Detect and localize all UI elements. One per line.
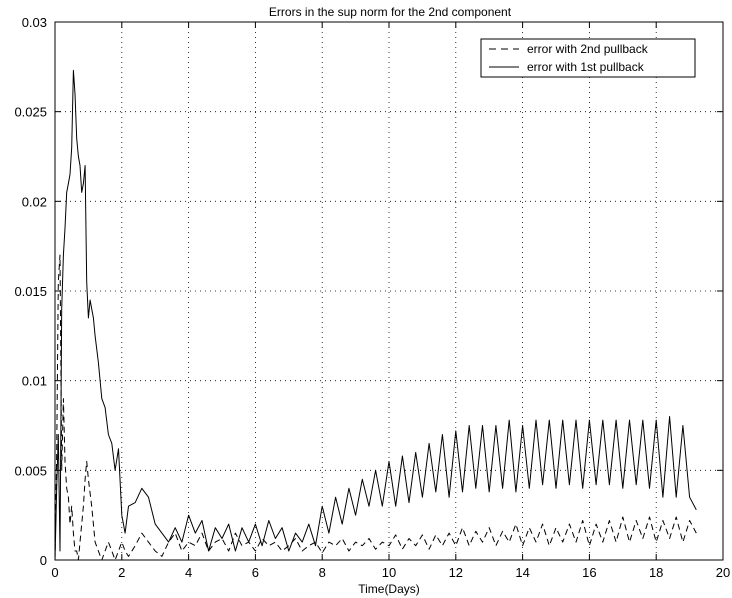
y-tick-label: 0.015 [14,284,47,299]
axis-ticks [54,21,724,561]
chart-title: Errors in the sup norm for the 2nd compo… [269,5,512,19]
x-tick-label: 12 [449,565,463,580]
x-tick-label: 8 [319,565,326,580]
legend-label-1st-pullback: error with 1st pullback [527,60,645,74]
x-tick-label: 4 [185,565,192,580]
series-lines [54,69,697,561]
x-axis-label: Time(Days) [358,582,420,596]
x-tick-label: 2 [118,565,125,580]
x-tick-label: 0 [51,565,58,580]
x-tick-label: 6 [252,565,259,580]
x-tick-label: 14 [515,565,529,580]
legend: error with 2nd pullback error with 1st p… [480,38,696,78]
y-tick-label: 0 [40,553,47,568]
y-tick-label: 0.01 [22,374,47,389]
series-line-1st-pullback [54,69,697,561]
series-line-2nd-pullback [54,254,697,561]
y-tick-label: 0.005 [14,463,47,478]
y-tick-label: 0.02 [22,194,47,209]
y-tick-label: 0.025 [14,105,47,120]
x-tick-label: 18 [649,565,663,580]
tick-labels: 0 2 4 6 8 10 12 14 16 18 20 0 0.005 0.01 0.015 0.02 0.02… [14,15,730,580]
x-tick-label: 10 [382,565,396,580]
x-tick-label: 20 [716,565,730,580]
x-tick-label: 16 [582,565,596,580]
grid-lines [55,22,723,560]
legend-label-2nd-pullback: error with 2nd pullback [527,42,649,56]
legend-box [480,38,696,78]
y-tick-label: 0.03 [22,15,47,30]
